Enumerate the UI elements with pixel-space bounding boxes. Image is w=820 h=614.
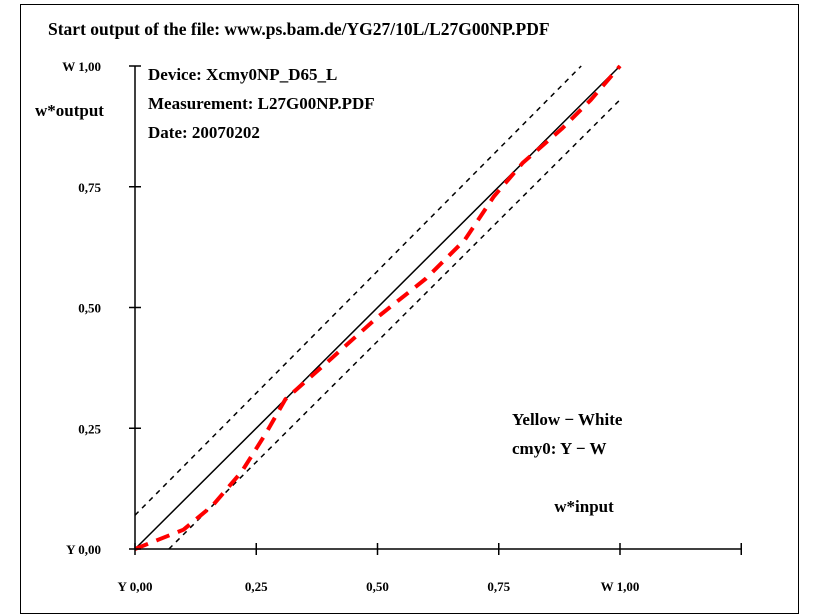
chart-title: Start output of the file: www.ps.bam.de/…	[48, 19, 550, 39]
y-tick-label: Y 0,00	[66, 542, 101, 557]
measured-curve	[134, 64, 622, 551]
tick-layer: Y 0,00 0,25 0,50 0,75 W 1,00 Y 0,00 0,25 0,50 0,…	[62, 59, 742, 594]
device-label: Device: Xcmy0NP_D65_L	[148, 65, 337, 84]
y-tick-label: 0,25	[78, 421, 101, 436]
series-layer	[134, 64, 622, 551]
legend-line-2: cmy0: Y − W	[512, 439, 607, 458]
x-tick-label: 0,25	[245, 579, 268, 594]
x-tick-label: 0,75	[487, 579, 510, 594]
y-tick-label: W 1,00	[62, 59, 101, 74]
x-axis-label: w*input	[554, 497, 614, 516]
chart-frame	[20, 4, 799, 614]
y-tick-label: 0,50	[78, 301, 101, 316]
y-tick-label: 0,75	[78, 180, 101, 195]
legend-line-1: Yellow − White	[512, 410, 623, 429]
measurement-label: Measurement: L27G00NP.PDF	[148, 94, 375, 113]
x-tick-label: Y 0,00	[118, 579, 153, 594]
y-axis-label: w*output	[35, 101, 104, 120]
date-label: Date: 20070202	[148, 123, 260, 142]
tolerance-line	[168, 99, 621, 550]
x-tick-label: W 1,00	[601, 579, 640, 594]
x-tick-label: 0,50	[366, 579, 389, 594]
